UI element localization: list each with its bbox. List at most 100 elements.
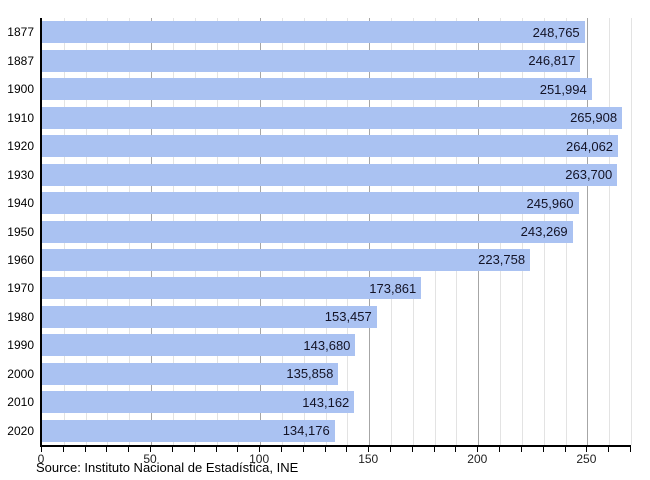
x-axis-tick-label: 50 <box>143 452 157 466</box>
x-axis-tick-label: 100 <box>249 452 270 466</box>
gridline-major <box>587 18 589 445</box>
bar: 134,176 <box>42 419 335 442</box>
bar-value-label: 135,858 <box>286 366 334 382</box>
category-label: 1920 <box>7 139 34 154</box>
bar-value-label: 173,861 <box>369 280 417 296</box>
bar-value-label: 143,162 <box>302 394 350 410</box>
bar-row: 1950 243,269 <box>7 217 631 245</box>
category-label: 1980 <box>7 309 34 324</box>
bar-value-label: 134,176 <box>282 423 330 439</box>
x-axis-tick <box>411 447 413 452</box>
bar: 143,680 <box>42 334 356 357</box>
x-axis-tick <box>499 447 501 452</box>
x-axis-tick <box>106 447 108 452</box>
bar-row: 2020 134,176 <box>7 417 631 445</box>
category-label: 2000 <box>7 366 34 381</box>
bar-value-label: 243,269 <box>520 224 568 240</box>
category-label: 1930 <box>7 167 34 182</box>
category-label: 2020 <box>7 423 34 438</box>
gridline-minor <box>631 18 632 445</box>
bar-value-label: 143,680 <box>303 337 351 353</box>
x-axis-tick <box>215 447 217 452</box>
bar-row: 1980 153,457 <box>7 303 631 331</box>
category-label: 1877 <box>7 25 34 40</box>
bar: 251,994 <box>42 78 592 101</box>
bar: 246,817 <box>42 49 581 72</box>
x-axis-tick <box>520 447 522 452</box>
bar-row: 1990 143,680 <box>7 331 631 359</box>
x-axis-tick-label: 200 <box>467 452 488 466</box>
category-label: 2010 <box>7 395 34 410</box>
x-axis-tick <box>542 447 544 452</box>
bar-value-label: 264,062 <box>566 138 614 154</box>
x-axis-tick <box>259 447 261 452</box>
bar: 263,700 <box>42 163 618 186</box>
bar: 173,861 <box>42 277 422 300</box>
category-label: 1970 <box>7 281 34 296</box>
bar: 248,765 <box>42 21 585 44</box>
x-axis-tick <box>433 447 435 452</box>
x-axis-tick <box>608 447 610 452</box>
x-axis-tick <box>62 447 64 452</box>
x-axis-tick <box>237 447 239 452</box>
bar-row: 1877 248,765 <box>7 18 631 46</box>
bar-value-label: 153,457 <box>324 309 372 325</box>
x-axis-tick-label: 0 <box>37 452 45 466</box>
x-axis-tick <box>302 447 304 452</box>
bar-row: 1970 173,861 <box>7 274 631 302</box>
bar-value-label: 223,758 <box>478 252 526 268</box>
x-axis-tick <box>564 447 566 452</box>
bar-row: 1940 245,960 <box>7 189 631 217</box>
category-label: 1940 <box>7 196 34 211</box>
bar: 264,062 <box>42 135 619 158</box>
bar-value-label: 263,700 <box>565 167 613 183</box>
x-axis-tick <box>193 447 195 452</box>
bar: 243,269 <box>42 220 573 243</box>
x-axis-tick-labels: 0 50 100 150 200 250 <box>37 452 630 468</box>
x-axis-ticks <box>41 447 631 453</box>
bar-row: 1887 246,817 <box>7 46 631 74</box>
bar: 153,457 <box>42 305 377 328</box>
bar-row: 1900 251,994 <box>7 75 631 103</box>
x-axis-tick <box>150 447 152 452</box>
x-axis-tick <box>586 447 588 452</box>
category-label: 1960 <box>7 252 34 267</box>
category-label: 1900 <box>7 82 34 97</box>
x-axis-tick <box>84 447 86 452</box>
x-axis-tick <box>630 447 631 452</box>
x-axis-tick-label: 150 <box>358 452 379 466</box>
x-axis-tick <box>368 447 370 452</box>
bar-row: 2010 143,162 <box>7 388 631 416</box>
x-axis-tick-label: 250 <box>576 452 597 466</box>
category-label: 1950 <box>7 224 34 239</box>
bar-row: 2000 135,858 <box>7 360 631 388</box>
bar: 245,960 <box>42 192 579 215</box>
x-axis-tick <box>390 447 392 452</box>
bar-value-label: 251,994 <box>539 81 587 97</box>
bar: 135,858 <box>42 362 339 385</box>
bar-value-label: 265,908 <box>570 110 618 126</box>
gridline-minor <box>609 18 611 445</box>
bar: 143,162 <box>42 391 355 414</box>
bar-value-label: 246,817 <box>528 53 576 69</box>
y-axis-line <box>40 18 42 447</box>
x-axis-tick <box>280 447 282 452</box>
x-axis-tick <box>346 447 348 452</box>
x-axis-tick <box>477 447 479 452</box>
category-label: 1910 <box>7 110 34 125</box>
x-axis-tick <box>455 447 457 452</box>
bar: 223,758 <box>42 248 531 271</box>
bar-row: 1930 263,700 <box>7 160 631 188</box>
bar-row: 1960 223,758 <box>7 246 631 274</box>
x-axis-tick <box>41 447 42 452</box>
source-note: Source: Instituto Nacional de Estadístic… <box>36 460 299 475</box>
bar-row: 1920 264,062 <box>7 132 631 160</box>
bar: 265,908 <box>42 106 623 129</box>
bar-value-label: 245,960 <box>526 195 574 211</box>
category-label: 1887 <box>7 53 34 68</box>
bar-rows: 1877 248,765 1887 246,817 1900 251,994 1910 265… <box>7 18 631 445</box>
bar-row: 1910 265,908 <box>7 103 631 131</box>
x-axis-line <box>40 445 631 447</box>
x-axis-tick <box>128 447 130 452</box>
